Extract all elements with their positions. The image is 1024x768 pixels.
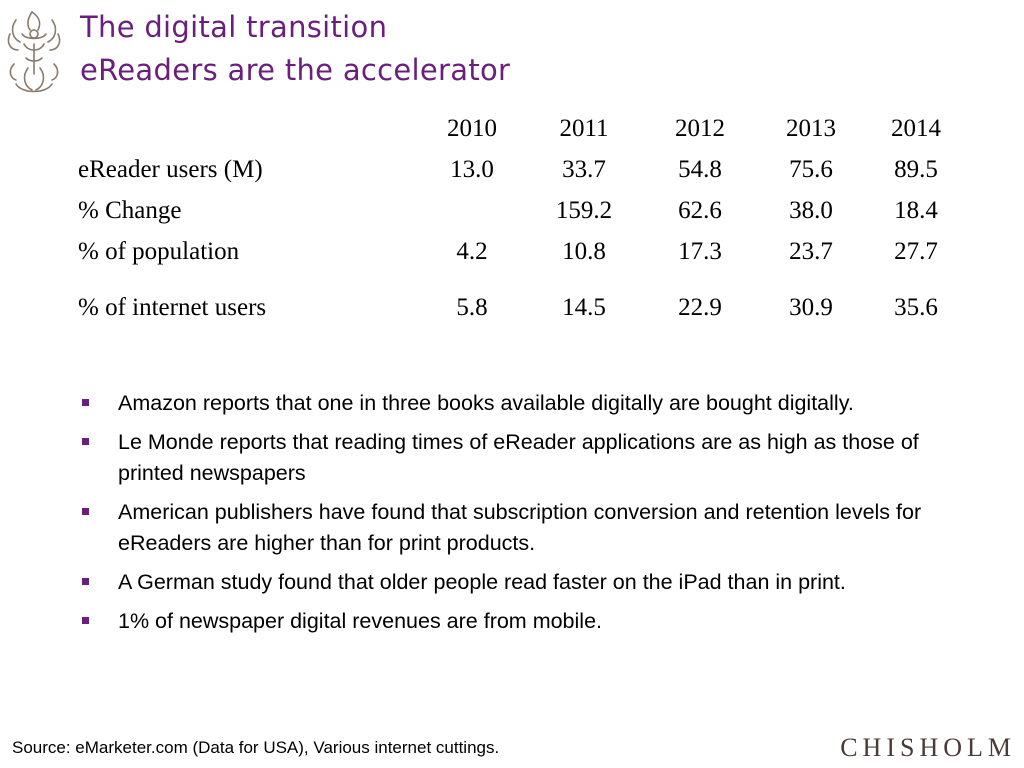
table-cell: [428, 190, 516, 231]
findings-list: Amazon reports that one in three books a…: [80, 388, 960, 645]
table-cell: 23.7: [789, 237, 833, 265]
list-item-text: 1% of newspaper digital revenues are fro…: [118, 609, 603, 633]
table-row: eReader users (M) 13.0 33.7 54.8 75.6 89…: [72, 149, 958, 190]
table-cell: 62.6: [678, 196, 722, 224]
table-cell: 13.0: [450, 155, 494, 183]
table-cell: 89.5: [894, 155, 938, 183]
list-item: American publishers have found that subs…: [80, 497, 960, 559]
table-header-empty: [72, 108, 428, 149]
table-cell: 14.5: [562, 294, 606, 321]
list-item-text: Le Monde reports that reading times of e…: [118, 430, 919, 485]
table-cell: 35.6: [894, 294, 938, 321]
square-bullet-icon: [82, 399, 89, 406]
year-header: 2013: [786, 114, 836, 142]
slide-title: The digital transition eReaders are the …: [80, 6, 510, 92]
ereader-data-table: 2010 2011 2012 2013 2014 eReader users (…: [72, 108, 958, 336]
table-cell: 159.2: [555, 196, 613, 224]
table-header-row: 2010 2011 2012 2013 2014: [72, 108, 958, 149]
year-header: 2010: [447, 114, 497, 142]
table-cell: 54.8: [678, 155, 722, 183]
table-row: % of internet users 5.8 14.5 22.9 30.9 3…: [72, 272, 958, 336]
table-cell: 27.7: [894, 237, 938, 265]
table-row: % of population 4.2 10.8 17.3 23.7 27.7: [72, 231, 958, 272]
title-line-1: The digital transition: [80, 10, 388, 44]
row-label: % of internet users: [78, 294, 267, 321]
table-cell: 17.3: [678, 237, 722, 265]
list-item-text: Amazon reports that one in three books a…: [118, 391, 854, 415]
row-label: % of population: [78, 237, 240, 265]
row-label: % Change: [78, 196, 182, 224]
square-bullet-icon: [82, 617, 89, 624]
year-header: 2011: [559, 114, 609, 142]
list-item-text: A German study found that older people r…: [118, 570, 846, 594]
table-row: % Change 159.2 62.6 38.0 18.4: [72, 190, 958, 231]
table-cell: 33.7: [562, 155, 606, 183]
list-item: 1% of newspaper digital revenues are fro…: [80, 606, 960, 637]
table-cell: 22.9: [678, 294, 722, 321]
list-item-text: American publishers have found that subs…: [118, 500, 922, 555]
table-cell: 4.2: [456, 237, 488, 265]
table-cell: 18.4: [894, 196, 938, 224]
row-label: eReader users (M): [78, 155, 263, 183]
table-cell: 5.8: [456, 294, 488, 321]
table-cell: 30.9: [789, 294, 833, 321]
list-item: A German study found that older people r…: [80, 567, 960, 598]
title-line-2: eReaders are the accelerator: [80, 53, 511, 87]
brand-wordmark: CHISHOLM: [840, 733, 1016, 762]
square-bullet-icon: [82, 508, 89, 515]
table-cell: 10.8: [562, 237, 606, 265]
year-header: 2012: [675, 114, 725, 142]
source-note: Source: eMarketer.com (Data for USA), Va…: [12, 738, 500, 757]
table-cell: 75.6: [789, 155, 833, 183]
square-bullet-icon: [82, 438, 89, 445]
year-header: 2014: [891, 114, 941, 142]
heraldic-crest-icon: [2, 4, 66, 104]
square-bullet-icon: [82, 578, 89, 585]
table-cell: 38.0: [789, 196, 833, 224]
list-item: Le Monde reports that reading times of e…: [80, 427, 960, 489]
list-item: Amazon reports that one in three books a…: [80, 388, 960, 419]
